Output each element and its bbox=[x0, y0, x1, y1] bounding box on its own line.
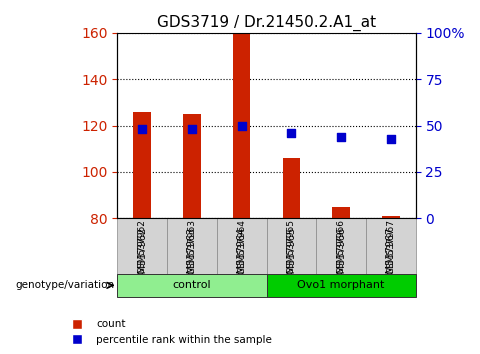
Point bbox=[188, 126, 196, 132]
FancyBboxPatch shape bbox=[366, 218, 416, 274]
FancyBboxPatch shape bbox=[117, 274, 266, 297]
Text: GSM537963: GSM537963 bbox=[187, 219, 196, 274]
Text: genotype/variation: genotype/variation bbox=[16, 280, 115, 290]
Bar bbox=[382, 216, 400, 218]
Legend: count, percentile rank within the sample: count, percentile rank within the sample bbox=[63, 315, 276, 349]
Text: GSM537967: GSM537967 bbox=[386, 219, 396, 274]
FancyBboxPatch shape bbox=[217, 218, 266, 274]
FancyBboxPatch shape bbox=[266, 218, 316, 274]
FancyBboxPatch shape bbox=[266, 274, 416, 297]
Point bbox=[138, 126, 146, 132]
Text: GSM537965: GSM537965 bbox=[287, 219, 296, 274]
FancyBboxPatch shape bbox=[316, 218, 366, 274]
Text: GSM537964: GSM537964 bbox=[237, 219, 246, 274]
Text: Ovo1 morphant: Ovo1 morphant bbox=[298, 280, 385, 290]
Text: GSM537966: GSM537966 bbox=[336, 219, 346, 274]
Text: control: control bbox=[172, 280, 211, 290]
Title: GDS3719 / Dr.21450.2.A1_at: GDS3719 / Dr.21450.2.A1_at bbox=[157, 15, 376, 31]
Point bbox=[337, 134, 345, 139]
Bar bbox=[183, 114, 201, 218]
FancyBboxPatch shape bbox=[117, 218, 167, 274]
Bar bbox=[233, 33, 251, 218]
Text: GSM537965: GSM537965 bbox=[287, 227, 296, 286]
Text: GSM537966: GSM537966 bbox=[336, 227, 346, 286]
Text: GSM537962: GSM537962 bbox=[138, 219, 146, 274]
Text: GSM537964: GSM537964 bbox=[237, 227, 247, 286]
Text: GSM537962: GSM537962 bbox=[137, 227, 147, 286]
FancyBboxPatch shape bbox=[167, 218, 217, 274]
Bar bbox=[333, 207, 350, 218]
Point bbox=[387, 136, 395, 141]
Point bbox=[288, 130, 295, 136]
Point bbox=[238, 123, 245, 129]
Bar bbox=[283, 158, 300, 218]
Text: GSM537963: GSM537963 bbox=[187, 227, 197, 286]
Bar bbox=[133, 112, 151, 218]
Text: GSM537967: GSM537967 bbox=[386, 227, 396, 286]
